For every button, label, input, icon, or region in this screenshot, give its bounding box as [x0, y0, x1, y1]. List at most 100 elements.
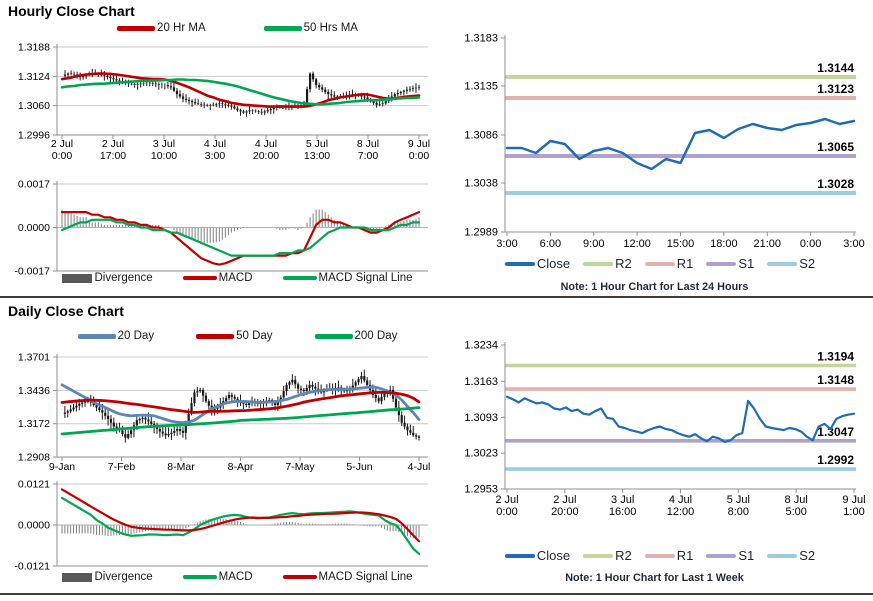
y-tick-label: 1.2996 [18, 130, 50, 142]
y-tick-label: -0.0121 [14, 561, 50, 573]
pivot-line-label-s1: 1.3065 [817, 140, 854, 154]
daily-pivot-chart: 1.3194 1.3148 1.3047 1.2992 1.3234 1.3163 1.30… [464, 340, 865, 519]
legend-item-close: Close [504, 256, 571, 271]
x-tick-label: 2 Jul 0:00 [51, 138, 73, 162]
y-tick-label: 1.3172 [18, 418, 50, 430]
legend-label: Close [536, 548, 571, 563]
series-macd [60, 210, 421, 266]
legend-swatch-line [504, 261, 535, 266]
legend-swatch-line [644, 261, 675, 266]
legend-label: S2 [799, 548, 816, 563]
y-tick-label: 0.0000 [18, 520, 50, 532]
legend-item-s2: S2 [767, 548, 815, 563]
legend-label: Close [536, 256, 571, 271]
x-tick-label: 4 Jul 20:00 [253, 138, 279, 162]
legend-label: S1 [738, 256, 755, 271]
legend-item-macd: MACD [182, 571, 253, 583]
pivot-line-label-s1: 1.3047 [817, 425, 854, 439]
hourly-price-legend: 20 Hr MA 50 Hrs MA [40, 22, 435, 34]
legend-item-r2: R2 [583, 256, 632, 271]
legend-label: S1 [738, 548, 755, 563]
x-tick-label: 3 Jul 16:00 [609, 494, 637, 518]
y-tick-label: 1.2953 [464, 484, 498, 496]
legend-label: 20 Hr MA [157, 22, 206, 34]
x-tick-label: 3:00 [496, 238, 517, 250]
legend-swatch-line [282, 276, 317, 280]
legend-label: MACD Signal Line [318, 571, 413, 583]
legend-item-macd-signal-line: MACD Signal Line [282, 571, 413, 583]
daily-price-legend: 20 Day 50 Day 200 Day [40, 330, 435, 342]
daily-macd-legend: Divergence MACD MACD Signal Line [40, 571, 435, 583]
legend-item-s2: S2 [767, 256, 815, 271]
legend-swatch-line [314, 333, 353, 339]
legend-swatch-line [182, 575, 217, 579]
x-tick-label: 2 Jul 17:00 [100, 138, 126, 162]
x-tick-label: 18:00 [710, 238, 738, 250]
pivot-line-label-r2: 1.3144 [817, 61, 854, 75]
legend-swatch-line [583, 261, 614, 266]
daily-pivot-note: Note: 1 Hour Chart for Last 1 Week [565, 572, 744, 584]
series-200-day [60, 406, 421, 436]
legend-swatch-bar [62, 273, 93, 283]
hourly-pivot-note: Note: 1 Hour Chart for Last 24 Hours [560, 281, 749, 293]
legend-item-r1: R1 [644, 548, 693, 563]
y-tick-label: 1.3060 [18, 100, 50, 112]
hourly-pivot-chart: 1.3144 1.3123 1.3065 1.3028 1.3183 1.3135 1.30… [464, 33, 864, 251]
legend-label: 20 Day [117, 330, 155, 342]
daily-macd-chart: 0.0121 0.0000 -0.0121 [14, 479, 428, 573]
legend-item-20-day: 20 Day [77, 330, 155, 342]
y-tick-label: 1.3093 [464, 412, 498, 424]
section-divider-top [0, 296, 873, 298]
x-tick-label: 0:00 [800, 238, 821, 250]
legend-label: 200 Day [354, 330, 398, 342]
legend-label: R2 [615, 548, 632, 563]
legend-label: MACD [218, 571, 253, 583]
series-20-hr-ma [60, 72, 421, 108]
y-tick-label: 0.0000 [18, 222, 50, 234]
y-tick-label: 1.2989 [464, 227, 498, 239]
x-tick-label: 9-Jan [49, 461, 75, 473]
hourly-macd-legend: Divergence MACD MACD Signal Line [40, 272, 435, 284]
legend-item-r2: R2 [583, 548, 632, 563]
legend-label: MACD Signal Line [318, 272, 413, 284]
legend-swatch-line [263, 25, 302, 31]
hourly-macd-chart: 0.0017 0.0000 -0.0017 [14, 179, 428, 278]
x-tick-label: 21:00 [753, 238, 781, 250]
y-tick-label: 1.3124 [18, 71, 50, 83]
series-macd-signal-line [60, 488, 421, 543]
legend-label: Divergence [94, 571, 153, 583]
y-tick-label: 1.3038 [464, 178, 498, 190]
series-20-day [60, 383, 421, 425]
legend-item-50-hrs-ma: 50 Hrs MA [263, 22, 358, 34]
legend-label: Divergence [94, 272, 153, 284]
section-divider-bottom [0, 593, 873, 595]
x-tick-label: 7-May [285, 461, 315, 473]
x-tick-label: 4-Jul [408, 461, 431, 473]
series-macd-signal-line [60, 218, 421, 257]
legend-swatch-line [767, 261, 798, 266]
x-tick-label: 12:00 [623, 238, 651, 250]
legend-swatch-line [282, 575, 317, 579]
legend-item-macd: MACD [182, 272, 253, 284]
y-tick-label: 1.3163 [464, 376, 498, 388]
pivot-line-label-s2: 1.2992 [817, 453, 854, 467]
x-tick-label: 5-Jun [346, 461, 372, 473]
legend-item-r1: R1 [644, 256, 693, 271]
x-tick-label: 7-Feb [108, 461, 136, 473]
y-tick-label: 1.2908 [18, 452, 50, 464]
hourly-pivot-legend: Close R2 R1 S1 S2 [460, 256, 860, 271]
legend-item-divergence: Divergence [62, 272, 153, 284]
y-tick-label: 1.3135 [464, 81, 498, 93]
series-50-hrs-ma [60, 78, 421, 106]
x-tick-label: 3:00 [843, 238, 864, 250]
legend-label: 50 Hrs MA [303, 22, 358, 34]
x-tick-label: 4 Jul 3:00 [204, 138, 226, 162]
legend-swatch-line [644, 553, 675, 558]
pivot-line-label-r1: 1.3148 [817, 373, 854, 387]
legend-swatch-line [706, 553, 737, 558]
x-tick-label: 8 Jul 5:00 [785, 494, 808, 518]
x-tick-label: 8 Jul 7:00 [357, 138, 379, 162]
legend-label: S2 [799, 256, 816, 271]
